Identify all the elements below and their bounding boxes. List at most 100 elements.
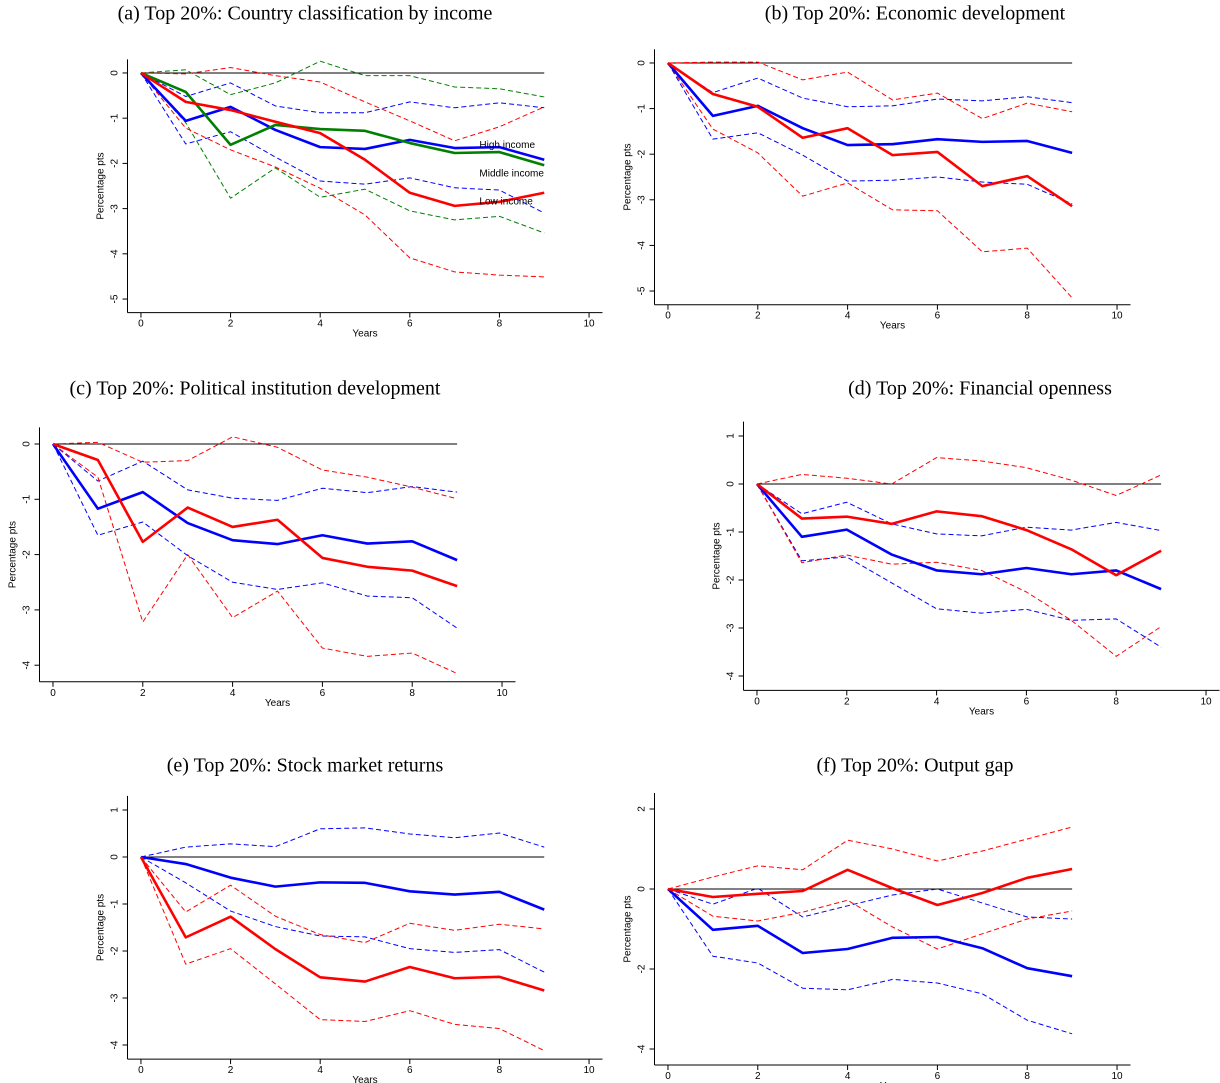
series-line bbox=[140, 72, 545, 234]
series-line bbox=[140, 855, 545, 911]
series-line bbox=[667, 887, 1073, 920]
y-tick-label: 0 bbox=[110, 70, 121, 76]
y-tick-label: -3 bbox=[22, 605, 33, 614]
x-tick-label: 2 bbox=[228, 319, 234, 330]
chart-title: (c) Top 20%: Political institution devel… bbox=[70, 378, 441, 400]
y-tick-label: 1 bbox=[726, 433, 737, 439]
x-tick-label: 10 bbox=[1111, 311, 1123, 322]
x-tick-label: 6 bbox=[407, 1065, 413, 1076]
series-line bbox=[756, 483, 1162, 537]
chart-title: (b) Top 20%: Economic development bbox=[765, 3, 1066, 25]
series-line bbox=[140, 71, 545, 208]
x-tick-label: 2 bbox=[755, 1071, 761, 1082]
y-tick-label: -4 bbox=[637, 241, 648, 250]
series-line bbox=[667, 867, 1073, 907]
series-line bbox=[756, 483, 1162, 648]
x-tick-label: 8 bbox=[497, 1065, 503, 1076]
x-tick-label: 4 bbox=[845, 1071, 851, 1082]
x-tick-label: 0 bbox=[50, 688, 56, 699]
x-tick-label: 2 bbox=[228, 1065, 234, 1076]
x-tick-label: 4 bbox=[230, 688, 236, 699]
series-line bbox=[51, 443, 458, 562]
series-line bbox=[52, 443, 458, 674]
series-line bbox=[140, 827, 545, 858]
series-line bbox=[667, 61, 1073, 208]
x-tick-label: 6 bbox=[320, 688, 326, 699]
y-tick-label: -1 bbox=[637, 104, 648, 113]
x-tick-label: 10 bbox=[1200, 696, 1212, 707]
x-axis-label: Years bbox=[880, 321, 905, 332]
x-tick-label: 8 bbox=[497, 319, 503, 330]
x-tick-label: 8 bbox=[1113, 696, 1119, 707]
y-tick-label: -2 bbox=[637, 149, 648, 158]
series-line bbox=[140, 856, 545, 973]
y-tick-label: -2 bbox=[110, 159, 121, 168]
series-line bbox=[667, 888, 1073, 950]
y-tick-label: -2 bbox=[726, 575, 737, 584]
y-tick-label: -5 bbox=[110, 294, 121, 303]
x-tick-label: 8 bbox=[1024, 1071, 1030, 1082]
y-tick-label: -1 bbox=[110, 113, 121, 122]
x-tick-label: 4 bbox=[317, 1065, 323, 1076]
series-line bbox=[667, 62, 1073, 108]
series-line bbox=[667, 888, 1073, 978]
y-tick-label: 1 bbox=[110, 807, 121, 813]
x-tick-label: 0 bbox=[754, 696, 760, 707]
y-tick-label: -2 bbox=[637, 964, 648, 973]
x-tick-label: 4 bbox=[317, 319, 323, 330]
series-line bbox=[756, 483, 1162, 657]
y-tick-label: 0 bbox=[110, 854, 121, 860]
x-tick-label: 4 bbox=[845, 311, 851, 322]
series-line bbox=[52, 443, 458, 501]
series-line bbox=[140, 67, 545, 142]
y-tick-label: 0 bbox=[22, 441, 33, 447]
x-tick-label: 6 bbox=[1024, 696, 1030, 707]
y-tick-label: 0 bbox=[726, 481, 737, 487]
x-tick-label: 2 bbox=[755, 311, 761, 322]
y-tick-label: -1 bbox=[726, 527, 737, 536]
series-line bbox=[667, 888, 1073, 1035]
chart-title: (f) Top 20%: Output gap bbox=[816, 755, 1013, 777]
series-label: High income bbox=[479, 140, 535, 151]
series-line bbox=[140, 856, 545, 1052]
y-axis-label: Percentage pts bbox=[8, 521, 19, 588]
y-tick-label: -2 bbox=[110, 946, 121, 955]
y-axis-label: Percentage pts bbox=[96, 894, 107, 961]
series-line bbox=[666, 62, 1073, 155]
series-line bbox=[52, 443, 458, 629]
series-line bbox=[140, 71, 545, 167]
x-tick-label: 0 bbox=[665, 311, 671, 322]
x-axis-label: Years bbox=[265, 698, 290, 709]
series-label: Middle income bbox=[479, 169, 544, 180]
series-line bbox=[52, 442, 458, 588]
x-tick-label: 0 bbox=[665, 1071, 671, 1082]
x-tick-label: 10 bbox=[583, 319, 595, 330]
x-tick-label: 8 bbox=[1024, 311, 1030, 322]
x-tick-label: 10 bbox=[496, 688, 508, 699]
x-tick-label: 4 bbox=[934, 696, 940, 707]
x-tick-label: 0 bbox=[138, 1065, 144, 1076]
y-tick-label: -5 bbox=[637, 286, 648, 295]
x-axis-label: Years bbox=[352, 1075, 377, 1083]
y-tick-label: -3 bbox=[726, 623, 737, 632]
series-line bbox=[755, 483, 1162, 591]
y-axis-label: Percentage pts bbox=[623, 895, 634, 962]
y-tick-label: -1 bbox=[22, 494, 33, 503]
series-label: Low income bbox=[479, 196, 533, 207]
y-tick-label: -4 bbox=[637, 1044, 648, 1053]
series-line bbox=[52, 436, 458, 500]
chart-title: (d) Top 20%: Financial openness bbox=[848, 378, 1112, 400]
series-line bbox=[667, 826, 1073, 890]
series-line bbox=[140, 72, 545, 214]
y-axis-label: Percentage pts bbox=[96, 152, 107, 219]
series-line bbox=[140, 856, 545, 944]
x-axis-label: Years bbox=[352, 329, 377, 340]
x-tick-label: 2 bbox=[140, 688, 146, 699]
y-tick-label: 2 bbox=[637, 806, 648, 812]
y-tick-label: -1 bbox=[110, 899, 121, 908]
x-tick-label: 6 bbox=[935, 1071, 941, 1082]
x-tick-label: 6 bbox=[407, 319, 413, 330]
y-tick-label: 0 bbox=[637, 60, 648, 66]
x-tick-label: 8 bbox=[409, 688, 415, 699]
